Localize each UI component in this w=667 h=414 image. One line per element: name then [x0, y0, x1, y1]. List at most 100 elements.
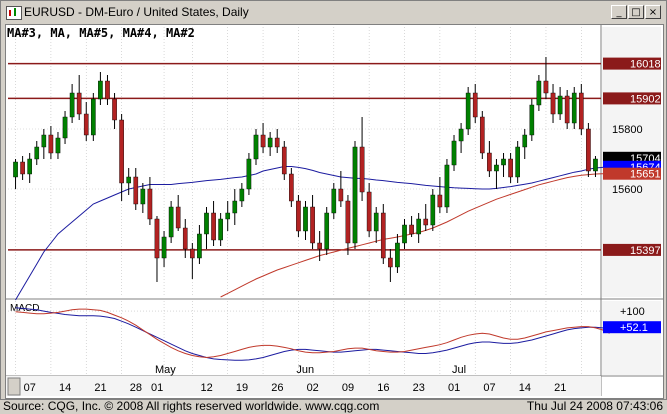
x-tick-label: 28 — [130, 382, 142, 394]
candle-down — [380, 212, 386, 259]
candle-up — [225, 212, 231, 220]
candle-up — [402, 224, 407, 244]
candle-down — [105, 80, 110, 100]
candle-up — [451, 140, 457, 166]
candle-up — [593, 158, 598, 172]
x-tick-label: 14 — [519, 382, 531, 394]
candle-up — [161, 236, 167, 259]
price-label-box — [603, 167, 661, 180]
candle-up — [126, 176, 132, 184]
candle-down — [437, 194, 443, 208]
x-tick-label: 21 — [94, 382, 106, 394]
x-tick-label: 01 — [448, 382, 460, 394]
month-label: Jun — [296, 364, 314, 376]
chart-legend: MA#3, MA, MA#5, MA#4, MA#2 — [7, 26, 195, 40]
candle-down — [423, 218, 429, 226]
candle-up — [91, 98, 96, 136]
candle-up — [494, 164, 499, 172]
candle-down — [281, 146, 287, 175]
status-bar: Source: CQG, Inc. © 2008 All rights rese… — [0, 398, 667, 414]
candle-down — [182, 227, 188, 250]
month-label: May — [155, 364, 176, 376]
candle-down — [359, 146, 365, 193]
price-tick-label: 15600 — [612, 184, 643, 196]
candle-up — [373, 212, 379, 232]
candle-up — [62, 116, 68, 139]
candle-up — [430, 194, 436, 226]
candle-down — [154, 218, 160, 259]
candle-down — [274, 137, 280, 148]
x-tick-label: 16 — [377, 382, 389, 394]
candle-down — [211, 212, 216, 241]
candle-up — [253, 134, 259, 160]
price-label-text: 15651 — [630, 169, 661, 181]
candle-down — [338, 188, 344, 202]
candle-down — [508, 158, 513, 178]
candle-up — [98, 80, 103, 100]
candle-up — [27, 158, 33, 175]
candle-down — [472, 92, 478, 118]
x-tick-label: 19 — [236, 382, 248, 394]
candle-down — [578, 92, 584, 130]
candle-up — [34, 146, 40, 160]
candle-down — [550, 92, 556, 115]
price-tick-label: 15800 — [612, 124, 643, 136]
price-label-box — [603, 92, 661, 105]
x-tick-label: 01 — [151, 382, 163, 394]
candle-up — [522, 134, 528, 148]
candle-up — [218, 218, 223, 241]
candle-up — [331, 188, 337, 214]
candle-down — [76, 92, 82, 115]
close-button[interactable]: × — [645, 5, 661, 19]
x-tick-label: 23 — [413, 382, 425, 394]
scroll-handle[interactable] — [7, 377, 21, 396]
candle-down — [112, 98, 117, 121]
candle-up — [501, 158, 506, 166]
candle-up — [197, 233, 202, 259]
candle-down — [190, 248, 195, 259]
candle-up — [352, 146, 358, 244]
candle-up — [55, 137, 61, 154]
macd-value-text: +52.1 — [620, 322, 648, 334]
x-tick-label: 21 — [554, 382, 566, 394]
price-label-box — [603, 57, 661, 70]
x-axis-panel — [6, 376, 601, 396]
x-tick-label: 07 — [483, 382, 495, 394]
price-label-text: 15397 — [630, 245, 661, 257]
title-bar[interactable]: EURUSD - DM-Euro / United States, Daily … — [2, 2, 665, 22]
macd-value-box — [603, 321, 661, 334]
price-label-text: 15902 — [630, 93, 661, 105]
ma-blue-line — [15, 166, 610, 301]
candle-down — [147, 188, 153, 220]
candle-down — [543, 80, 549, 94]
x-tick-label: 02 — [307, 382, 319, 394]
chart-svg[interactable]: 1580015600160181590215704156741565115397… — [6, 25, 663, 398]
candle-up — [536, 80, 542, 106]
ma-red-line — [220, 173, 610, 298]
candle-up — [69, 92, 75, 118]
candle-up — [303, 206, 308, 232]
candle-down — [586, 128, 591, 172]
candle-up — [168, 206, 174, 238]
chart-app-icon — [6, 6, 22, 20]
candle-down — [317, 242, 322, 250]
candle-up — [232, 200, 238, 214]
x-tick-label: 09 — [342, 382, 354, 394]
maximize-button[interactable]: □ — [628, 5, 644, 19]
chart-area[interactable]: 1580015600160181590215704156741565115397… — [5, 24, 664, 399]
candle-up — [239, 188, 245, 202]
candle-up — [140, 188, 146, 205]
candle-down — [388, 257, 393, 268]
candle-down — [564, 95, 570, 124]
candle-down — [48, 134, 54, 154]
candle-down — [345, 200, 351, 244]
candle-up — [458, 128, 464, 142]
macd-red-line — [15, 308, 610, 359]
candle-up — [267, 137, 273, 148]
candle-down — [133, 176, 139, 205]
candle-up — [324, 212, 330, 250]
x-tick-label: 26 — [271, 382, 283, 394]
minimize-button[interactable]: _ — [611, 5, 627, 19]
candle-up — [416, 218, 421, 235]
window-title: EURUSD - DM-Euro / United States, Daily — [24, 5, 249, 19]
